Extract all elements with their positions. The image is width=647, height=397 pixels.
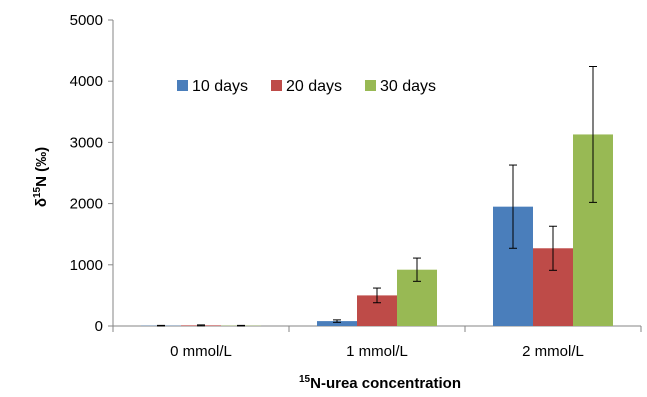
x-axis-title-text: N-urea concentration xyxy=(310,375,461,392)
y-axis-title-prefix: δ xyxy=(33,198,50,207)
y-tick-label: 0 xyxy=(95,318,103,335)
y-tick-label: 5000 xyxy=(70,12,103,29)
legend-swatch xyxy=(365,80,376,91)
legend-swatch xyxy=(271,80,282,91)
legend-label: 30 days xyxy=(380,78,436,95)
y-axis-title-superscript: 15 xyxy=(32,186,43,198)
y-tick-label: 3000 xyxy=(70,134,103,151)
y-tick-label: 2000 xyxy=(70,196,103,213)
x-tick-label: 1 mmol/L xyxy=(346,343,408,360)
legend-label: 20 days xyxy=(286,78,342,95)
y-axis-title-text: N (‰) xyxy=(33,147,50,187)
legend: 10 days 20 days 30 days xyxy=(177,78,436,95)
x-axis-title-superscript: 15 xyxy=(299,374,311,385)
x-tick-label: 0 mmol/L xyxy=(170,343,232,360)
y-tick-label: 4000 xyxy=(70,73,103,90)
tick-labels: 0 1000 2000 3000 4000 5000 0 mmol/L 1 mmol/L 2 m… xyxy=(70,12,584,360)
x-axis-title: 15N-urea concentration xyxy=(299,374,461,392)
y-axis-title: δ15N (‰) xyxy=(32,147,50,207)
legend-label: 10 days xyxy=(192,78,248,95)
error-bars-layer xyxy=(157,66,597,327)
legend-swatch xyxy=(177,80,188,91)
bar xyxy=(317,321,357,326)
y-tick-label: 1000 xyxy=(70,257,103,274)
x-tick-label: 2 mmol/L xyxy=(522,343,584,360)
